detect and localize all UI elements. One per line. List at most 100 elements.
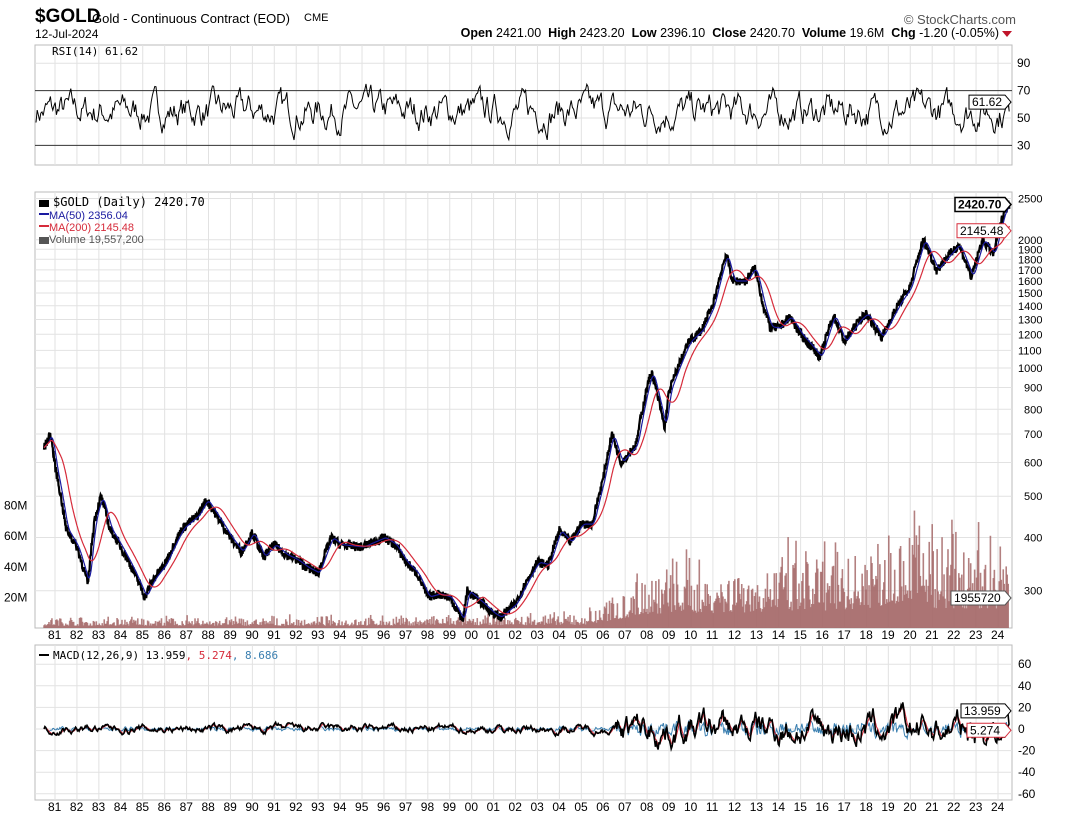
price-line	[42, 200, 1011, 622]
x-tick-label: 05	[574, 800, 588, 814]
x-tick-label: 87	[180, 628, 194, 642]
ma50-line	[43, 206, 1010, 618]
rsi-last-value: 61.62	[972, 95, 1002, 109]
description: Gold - Continuous Contract (EOD)	[92, 11, 290, 26]
signal-last-value: 5.274	[970, 723, 1000, 737]
x-tick-label: 91	[267, 628, 281, 642]
legend-ma200: MA(200) 2145.48	[49, 222, 134, 234]
x-tick-label: 88	[202, 800, 216, 814]
price-tick-label: 400	[1024, 533, 1042, 545]
x-tick-label: 82	[70, 800, 84, 814]
x-tick-label: 22	[947, 800, 961, 814]
macd-legend-signal: , 5.274	[185, 649, 232, 662]
x-tick-label: 94	[333, 800, 347, 814]
price-tick-label: 1400	[1018, 301, 1042, 313]
x-tick-label: 17	[837, 800, 851, 814]
x-tick-label: 91	[267, 800, 281, 814]
x-tick-label: 98	[421, 628, 435, 642]
x-tick-label: 93	[311, 800, 325, 814]
x-tick-label: 98	[421, 800, 435, 814]
x-tick-label: 05	[574, 628, 588, 642]
price-tick-label: 700	[1024, 429, 1042, 441]
x-tick-label: 96	[377, 800, 391, 814]
x-tick-label: 81	[48, 800, 62, 814]
high-label: High	[548, 26, 576, 40]
x-tick-label: 00	[465, 800, 479, 814]
x-tick-label: 99	[443, 628, 457, 642]
macd-tick-label: 20	[1018, 700, 1032, 714]
price-last-value: 2420.70	[958, 197, 1002, 211]
close-label: Close	[712, 26, 747, 40]
x-tick-label: 96	[377, 628, 391, 642]
x-tick-label: 20	[903, 800, 917, 814]
x-tick-label: 89	[223, 628, 237, 642]
macd-legend-swatch	[39, 654, 49, 656]
close-value: 2420.70	[749, 26, 795, 40]
x-tick-label: 21	[925, 800, 939, 814]
x-tick-label: 85	[136, 800, 150, 814]
x-tick-label: 08	[640, 628, 654, 642]
rsi-line	[35, 82, 1010, 142]
x-tick-label: 90	[245, 800, 259, 814]
legend-price: $GOLD (Daily) 2420.70	[53, 195, 205, 209]
volume-tick-label: 80M	[4, 499, 27, 513]
ma200-line	[43, 225, 1010, 615]
volume-last-value: 1955720	[954, 591, 1001, 605]
rsi-tick-label: 90	[1017, 56, 1031, 70]
x-tick-label: 97	[399, 628, 413, 642]
low-label: Low	[631, 26, 657, 40]
x-tick-label: 03	[530, 800, 544, 814]
legend-swatch-volume	[39, 237, 49, 244]
legend-ma50: MA(50) 2356.04	[49, 210, 128, 222]
x-tick-label: 24	[991, 800, 1005, 814]
price-tick-label: 800	[1024, 404, 1042, 416]
x-tick-label: 83	[92, 628, 106, 642]
x-tick-label: 93	[311, 628, 325, 642]
rsi-tick-label: 70	[1017, 84, 1031, 98]
volume-tick-label: 40M	[4, 560, 27, 574]
x-tick-label: 82	[70, 628, 84, 642]
rsi-legend: RSI(14) 61.62	[52, 45, 138, 58]
macd-last-value: 13.959	[964, 704, 1001, 718]
price-last-badge	[954, 196, 1012, 213]
x-tick-label: 07	[618, 800, 632, 814]
volume-last-badge	[950, 590, 1012, 606]
x-tick-label: 18	[859, 628, 873, 642]
macd-tick-label: 40	[1018, 679, 1032, 693]
rsi-tick-label: 50	[1017, 111, 1031, 125]
x-tick-label: 13	[750, 800, 764, 814]
x-tick-label: 04	[552, 628, 566, 642]
price-tick-label: 1600	[1018, 276, 1042, 288]
x-tick-label: 01	[487, 800, 501, 814]
x-tick-label: 09	[662, 628, 676, 642]
macd-panel	[34, 644, 1013, 801]
x-tick-label: 17	[837, 628, 851, 642]
chg-label: Chg	[891, 26, 916, 40]
price-tick-label: 1000	[1018, 363, 1042, 375]
x-tick-label: 95	[355, 800, 369, 814]
brand-logo[interactable]: © StockCharts.com	[903, 12, 1016, 27]
open-label: Open	[460, 26, 493, 40]
x-tick-label: 22	[947, 628, 961, 642]
price-tick-label: 1500	[1018, 288, 1042, 300]
x-tick-label: 87	[180, 800, 194, 814]
chg-value: -1.20 (-0.05%)	[919, 26, 999, 40]
price-tick-label: 1300	[1018, 314, 1042, 326]
x-tick-label: 07	[618, 628, 632, 642]
signal-last-badge	[966, 722, 1012, 738]
x-tick-label: 92	[289, 800, 303, 814]
x-tick-label: 84	[114, 800, 128, 814]
x-tick-label: 21	[925, 628, 939, 642]
x-tick-label: 23	[969, 628, 983, 642]
price-tick-label: 300	[1024, 586, 1042, 598]
price-tick-label: 2000	[1018, 235, 1042, 247]
x-tick-label: 95	[355, 628, 369, 642]
x-tick-label: 81	[48, 628, 62, 642]
macd-legend: MACD(12,26,9) 13.959	[53, 649, 185, 662]
price-tick-label: 2500	[1018, 193, 1042, 205]
x-tick-label: 06	[596, 628, 610, 642]
macd-tick-label: -20	[1018, 744, 1036, 758]
x-tick-label: 10	[684, 628, 698, 642]
price-panel	[34, 191, 1013, 629]
